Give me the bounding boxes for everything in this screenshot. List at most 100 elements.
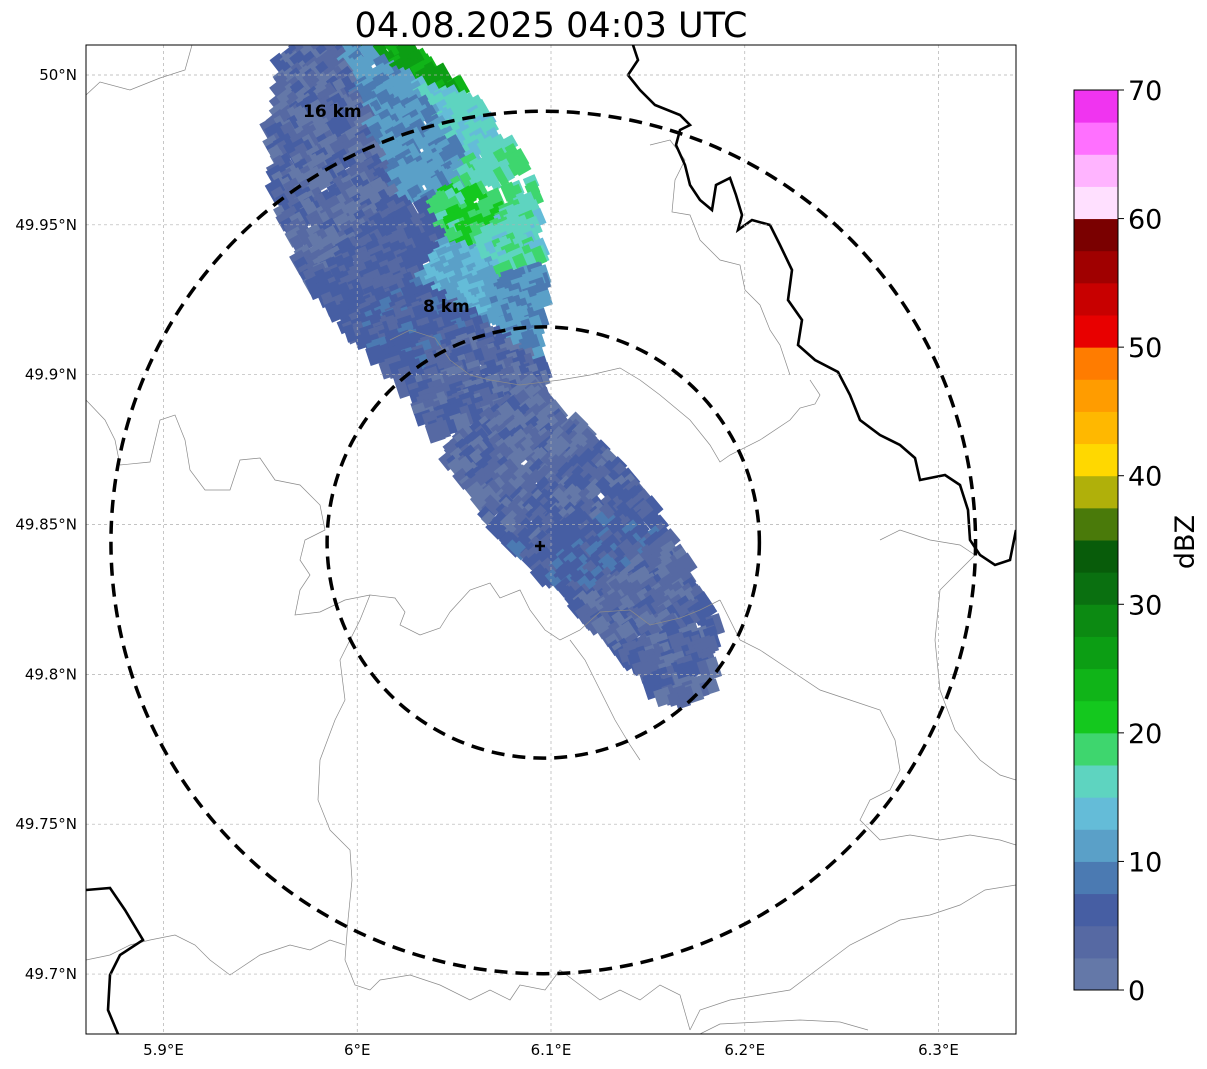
echo-pixel bbox=[412, 244, 429, 266]
echo-pixel bbox=[314, 19, 336, 41]
lon-tick-label: 6.1°E bbox=[531, 1041, 572, 1059]
echo-pixel bbox=[347, 23, 367, 43]
country-borders bbox=[86, 45, 1016, 1034]
admin-border-corner bbox=[699, 1019, 869, 1034]
lon-tick-label: 6.3°E bbox=[918, 1041, 959, 1059]
admin-border-far-east bbox=[879, 529, 1016, 781]
colorbar-segment bbox=[1074, 925, 1118, 959]
colorbar-segment bbox=[1074, 250, 1118, 284]
colorbar: 0 10 20 30 40 50 60 70 bbox=[1073, 76, 1162, 1007]
latitude-axis: 49.7°N 49.75°N 49.8°N 49.85°N 49.9°N 49.95°N 5… bbox=[15, 66, 77, 983]
ring-label-8km: 8 km bbox=[423, 297, 470, 317]
echo-pixel bbox=[325, 18, 345, 39]
lat-tick-label: 49.75°N bbox=[15, 815, 77, 833]
echo-pixel bbox=[641, 495, 664, 518]
echo-pixel bbox=[324, 300, 343, 323]
colorbar-segment bbox=[1074, 765, 1118, 798]
colorbar-tick-label: 70 bbox=[1128, 76, 1162, 107]
admin-border-south-east bbox=[689, 884, 1016, 1031]
echo-pixel bbox=[653, 686, 673, 708]
colorbar-tick-label: 0 bbox=[1128, 976, 1145, 1007]
echo-pixel bbox=[320, 25, 336, 43]
echo-pixel bbox=[325, 118, 343, 140]
country-border-east bbox=[626, 45, 1016, 567]
echo-pixel bbox=[359, 53, 376, 70]
colorbar-segment bbox=[1074, 122, 1118, 155]
colorbar-tick-label: 50 bbox=[1128, 333, 1162, 364]
admin-border-north bbox=[86, 45, 193, 96]
ring-label-16km: 16 km bbox=[303, 102, 362, 122]
echo-pixel bbox=[687, 601, 711, 627]
echo-pixel bbox=[529, 207, 547, 228]
colorbar-segment bbox=[1074, 893, 1118, 927]
colorbar-segment bbox=[1074, 636, 1118, 670]
colorbar-segment bbox=[1074, 282, 1118, 316]
lon-tick-label: 5.9°E bbox=[143, 1041, 184, 1059]
echo-pixel bbox=[510, 154, 532, 177]
admin-border-south-west bbox=[317, 594, 691, 1031]
colorbar-segment bbox=[1074, 315, 1118, 348]
lat-tick-label: 49.9°N bbox=[25, 366, 77, 384]
colorbar-segment bbox=[1074, 90, 1118, 123]
lat-tick-label: 49.8°N bbox=[25, 665, 77, 683]
echo-pixel bbox=[335, 18, 354, 38]
colorbar-tick-label: 40 bbox=[1128, 462, 1162, 493]
echo-pixel bbox=[381, 45, 403, 53]
reflectivity-field bbox=[259, 18, 726, 710]
lat-tick-label: 50°N bbox=[39, 66, 77, 84]
echo-pixel bbox=[674, 552, 698, 576]
echo-pixel bbox=[290, 70, 315, 96]
colorbar-segment bbox=[1074, 379, 1118, 412]
colorbar-segment bbox=[1074, 507, 1118, 541]
echo-pixel bbox=[617, 647, 631, 664]
colorbar-segment bbox=[1074, 540, 1118, 573]
admin-border-inner-north bbox=[389, 329, 821, 463]
lat-tick-label: 49.85°N bbox=[15, 516, 77, 534]
range-ring-8km bbox=[325, 325, 762, 760]
colorbar-segment bbox=[1074, 572, 1118, 605]
colorbar-tick-label: 60 bbox=[1128, 205, 1162, 236]
colorbar-frame bbox=[1073, 89, 1119, 991]
echo-pixel bbox=[344, 21, 361, 38]
colorbar-segment bbox=[1074, 732, 1118, 766]
admin-border-west bbox=[86, 399, 451, 636]
colorbar-segment bbox=[1074, 700, 1118, 734]
echo-pixel bbox=[667, 691, 681, 707]
map-title: 04.08.2025 04:03 UTC bbox=[354, 6, 748, 46]
echo-pixel bbox=[485, 170, 502, 192]
admin-border-central bbox=[449, 582, 721, 641]
lon-tick-label: 6.2°E bbox=[724, 1041, 765, 1059]
admin-border-east bbox=[719, 599, 1016, 846]
map-plot-area: 16 km 8 km bbox=[86, 18, 1016, 1034]
echo-pixel bbox=[308, 167, 332, 193]
colorbar-segment bbox=[1074, 861, 1118, 895]
colorbar-segment bbox=[1074, 475, 1118, 509]
lat-tick-label: 49.95°N bbox=[15, 216, 77, 234]
country-border-southwest bbox=[86, 886, 145, 1034]
gridlines bbox=[86, 45, 1016, 1034]
admin-border-low bbox=[86, 934, 346, 976]
colorbar-segment bbox=[1074, 957, 1118, 991]
lon-tick-label: 6°E bbox=[344, 1041, 371, 1059]
map-frame bbox=[85, 44, 1017, 1035]
echo-pixel bbox=[295, 226, 315, 251]
colorbar-segment bbox=[1074, 668, 1118, 702]
range-rings bbox=[109, 109, 978, 976]
admin-border-mid bbox=[569, 639, 641, 761]
echo-pixel bbox=[367, 25, 384, 43]
echo-pixel bbox=[481, 500, 500, 519]
lat-tick-label: 49.7°N bbox=[25, 965, 77, 983]
echo-pixel bbox=[424, 420, 446, 444]
echo-pixel bbox=[306, 45, 328, 48]
colorbar-tick-label: 20 bbox=[1128, 719, 1162, 750]
colorbar-segment bbox=[1074, 218, 1118, 252]
echo-pixel bbox=[492, 166, 510, 187]
colorbar-segment bbox=[1074, 797, 1118, 830]
radar-site-marker bbox=[535, 541, 545, 551]
echo-pixel bbox=[658, 528, 681, 551]
echo-pixel bbox=[529, 325, 546, 350]
echo-pixel bbox=[352, 45, 370, 47]
range-ring-16km bbox=[109, 109, 978, 976]
colorbar-segment bbox=[1074, 829, 1118, 862]
